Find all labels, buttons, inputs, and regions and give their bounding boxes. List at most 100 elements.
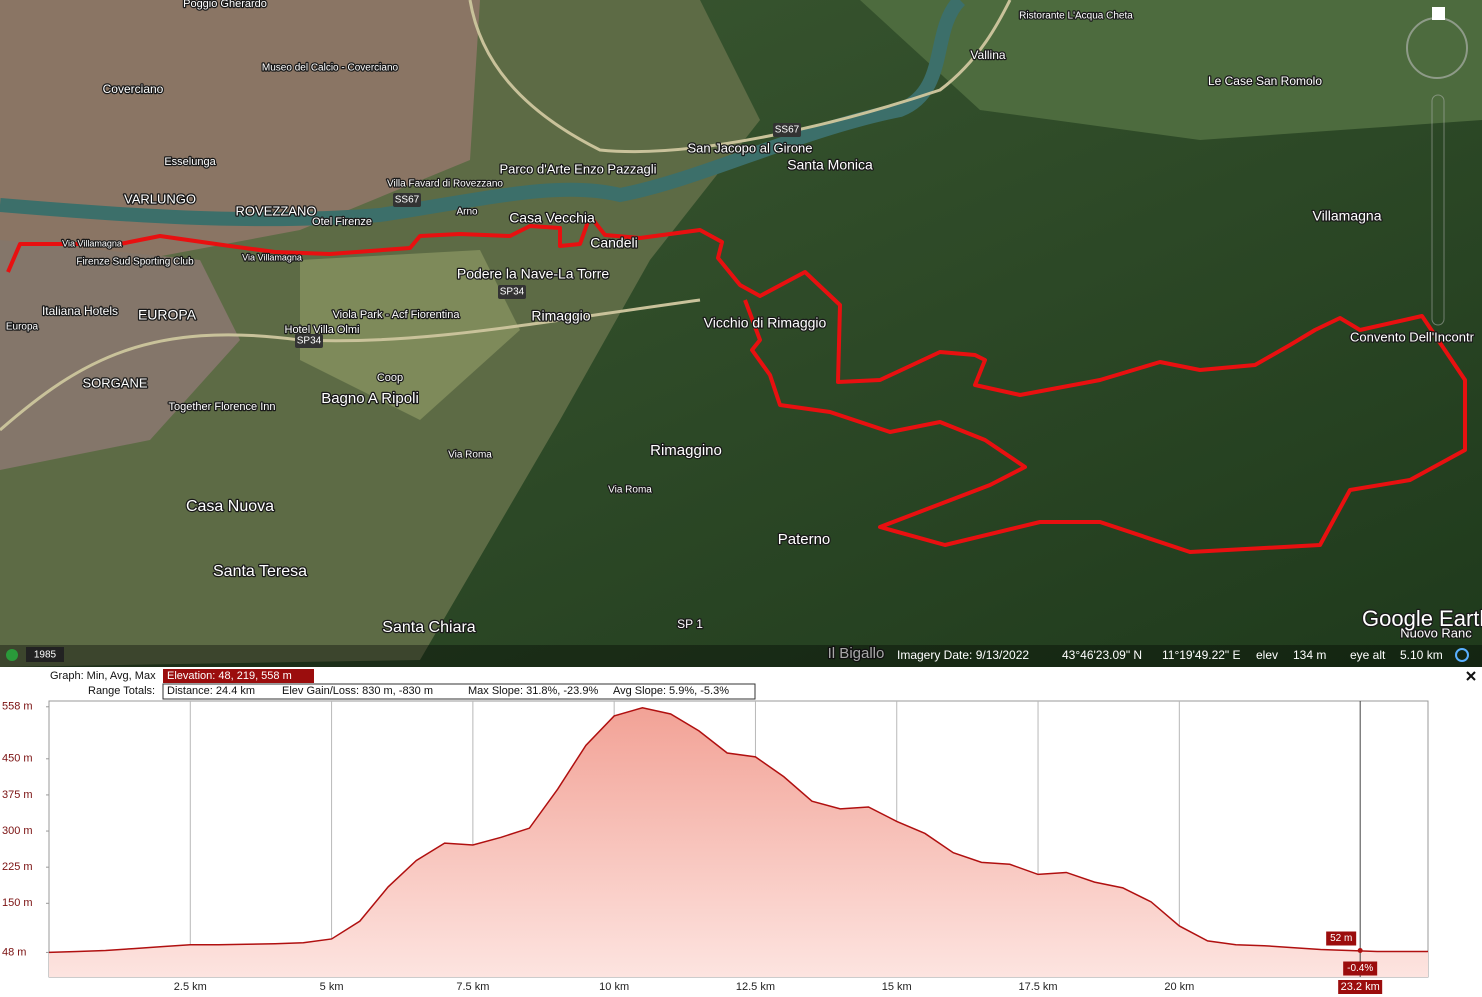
- elevation-area: [49, 707, 1428, 977]
- y-tick-label: 375 m: [2, 789, 33, 801]
- x-tick-label: 5 km: [320, 981, 344, 993]
- range-fields: [162, 683, 756, 700]
- city-south: [0, 240, 240, 470]
- map-label: Europa: [6, 322, 39, 333]
- cursor-x-box: [1338, 980, 1383, 994]
- avg-slope: Avg Slope: 5.9%, -5.3%: [613, 685, 729, 697]
- north-button[interactable]: [1432, 7, 1445, 20]
- x-tick-label: 20 km: [1164, 981, 1194, 993]
- map-label: Italiana Hotels: [42, 304, 118, 318]
- road-shield-label: SS67: [395, 195, 420, 206]
- road-shield-label: SP34: [297, 336, 322, 347]
- x-tick-label: 17.5 km: [1018, 981, 1057, 993]
- longitude: 11°19'49.22" E: [1162, 648, 1241, 662]
- cursor-x: 23.2 km: [1341, 981, 1380, 993]
- road-shield-label: SS67: [775, 125, 800, 136]
- map-label: VARLUNGO: [124, 191, 196, 206]
- zoom-slider[interactable]: [1431, 94, 1445, 326]
- map-label: San Jacopo al Girone: [687, 140, 812, 155]
- eye-alt-label: eye alt: [1350, 648, 1386, 662]
- cursor-slope-box: [1343, 961, 1378, 976]
- elevation-line: [48, 706, 1428, 954]
- distance: Distance: 24.4 km: [167, 685, 255, 697]
- map-label: Poggio Gherardo: [183, 0, 267, 10]
- latitude: 43°46'23.09" N: [1062, 648, 1142, 662]
- eye-alt: 5.10 km: [1400, 648, 1443, 662]
- map-label: Ristorante L'Acqua Cheta: [1019, 11, 1133, 22]
- map-label: Coverciano: [103, 82, 164, 96]
- cursor-slope: -0.4%: [1347, 963, 1373, 974]
- close-button[interactable]: [1466, 671, 1476, 681]
- map-label: Santa Chiara: [382, 619, 475, 636]
- map-label: Convento Dell'Incontr: [1350, 329, 1475, 344]
- y-tick-label: 558 m: [2, 701, 33, 713]
- range-label: Range Totals:: [88, 685, 155, 697]
- map-label: ROVEZZANO: [236, 203, 317, 218]
- cursor-point: [1357, 948, 1363, 954]
- map-label: Villamagna: [1312, 208, 1381, 224]
- track-path: [6, 214, 1467, 554]
- status-icon[interactable]: [1455, 648, 1469, 662]
- map-label: Il Bigallo: [828, 645, 885, 662]
- map-label: Podere la Nave-La Torre: [457, 266, 609, 282]
- x-tick-label: 15 km: [882, 981, 912, 993]
- y-tick-label: 48 m: [2, 946, 26, 958]
- map-label: Coop: [377, 372, 403, 384]
- max-slope: Max Slope: 31.8%, -23.9%: [468, 685, 598, 697]
- map-label: Rimaggino: [650, 442, 722, 459]
- year-box: [26, 647, 64, 662]
- map-label: Via Villamagna: [242, 252, 302, 262]
- fields: [300, 250, 520, 420]
- map-label: Arno: [456, 207, 478, 218]
- road-shield-label: SP34: [500, 287, 525, 298]
- map-label: Vallina: [970, 48, 1005, 62]
- y-tick-label: 300 m: [2, 825, 33, 837]
- elevation-field: [163, 669, 314, 683]
- status-bar: [0, 645, 1482, 667]
- map-label: Santa Monica: [787, 157, 873, 173]
- road-shield: [773, 123, 801, 137]
- x-tick-label: 2.5 km: [174, 981, 207, 993]
- logo: Google Earth: [1362, 606, 1482, 631]
- map-label: Parco d'Arte Enzo Pazzagli: [499, 161, 656, 176]
- map-label: Rimaggio: [531, 308, 590, 324]
- x-tick-label: 12.5 km: [736, 981, 775, 993]
- map-label: Firenze Sud Sporting Club: [76, 257, 194, 268]
- elev: 134 m: [1293, 648, 1326, 662]
- map-label: Bagno A Ripoli: [321, 390, 419, 407]
- map-label: SP 1: [677, 617, 703, 631]
- history-icon[interactable]: [6, 649, 18, 661]
- map-label: Viola Park - Acf Fiorentina: [333, 309, 461, 321]
- map-label: Museo del Calcio - Coverciano: [262, 63, 399, 74]
- cursor-elevation: 52 m: [1330, 933, 1352, 944]
- elevation-stats: Elevation: 48, 219, 558 m: [167, 670, 292, 682]
- road-shield: [295, 334, 323, 348]
- y-tick-label: 450 m: [2, 753, 33, 765]
- road-shield: [498, 285, 526, 299]
- map-label: Otel Firenze: [312, 216, 372, 228]
- road-shield: [393, 193, 421, 207]
- map-label: SORGANE: [82, 375, 147, 390]
- map-label: Candeli: [590, 235, 637, 251]
- map-label: Hotel Villa Olmi: [285, 324, 360, 336]
- y-tick-label: 225 m: [2, 861, 33, 873]
- x-tick-label: 7.5 km: [456, 981, 489, 993]
- map-label: Nuovo Ranc: [1400, 625, 1472, 640]
- imagery-date: Imagery Date: 9/13/2022: [897, 648, 1029, 662]
- elev-label: elev: [1256, 648, 1278, 662]
- map-label: Paterno: [778, 531, 831, 548]
- cursor-elev-box: [1326, 931, 1357, 946]
- map-label: Via Roma: [448, 450, 492, 461]
- elev-gain-loss: Elev Gain/Loss: 830 m, -830 m: [282, 685, 433, 697]
- map-label: Together Florence Inn: [168, 401, 275, 413]
- map-view[interactable]: Poggio Gherardo Museo del Calcio - Coverc…: [0, 0, 1482, 667]
- river: [0, 0, 966, 227]
- hills-north: [860, 0, 1482, 140]
- map-label: Via Villamagna: [62, 238, 122, 248]
- road: [468, 0, 1012, 154]
- elevation-profile: Graph: Min, Avg, Max Elevation: 48, 219,…: [0, 667, 1482, 997]
- map-label: Villa Favard di Rovezzano: [387, 179, 503, 190]
- map-label: Vicchio di Rimaggio: [704, 315, 827, 331]
